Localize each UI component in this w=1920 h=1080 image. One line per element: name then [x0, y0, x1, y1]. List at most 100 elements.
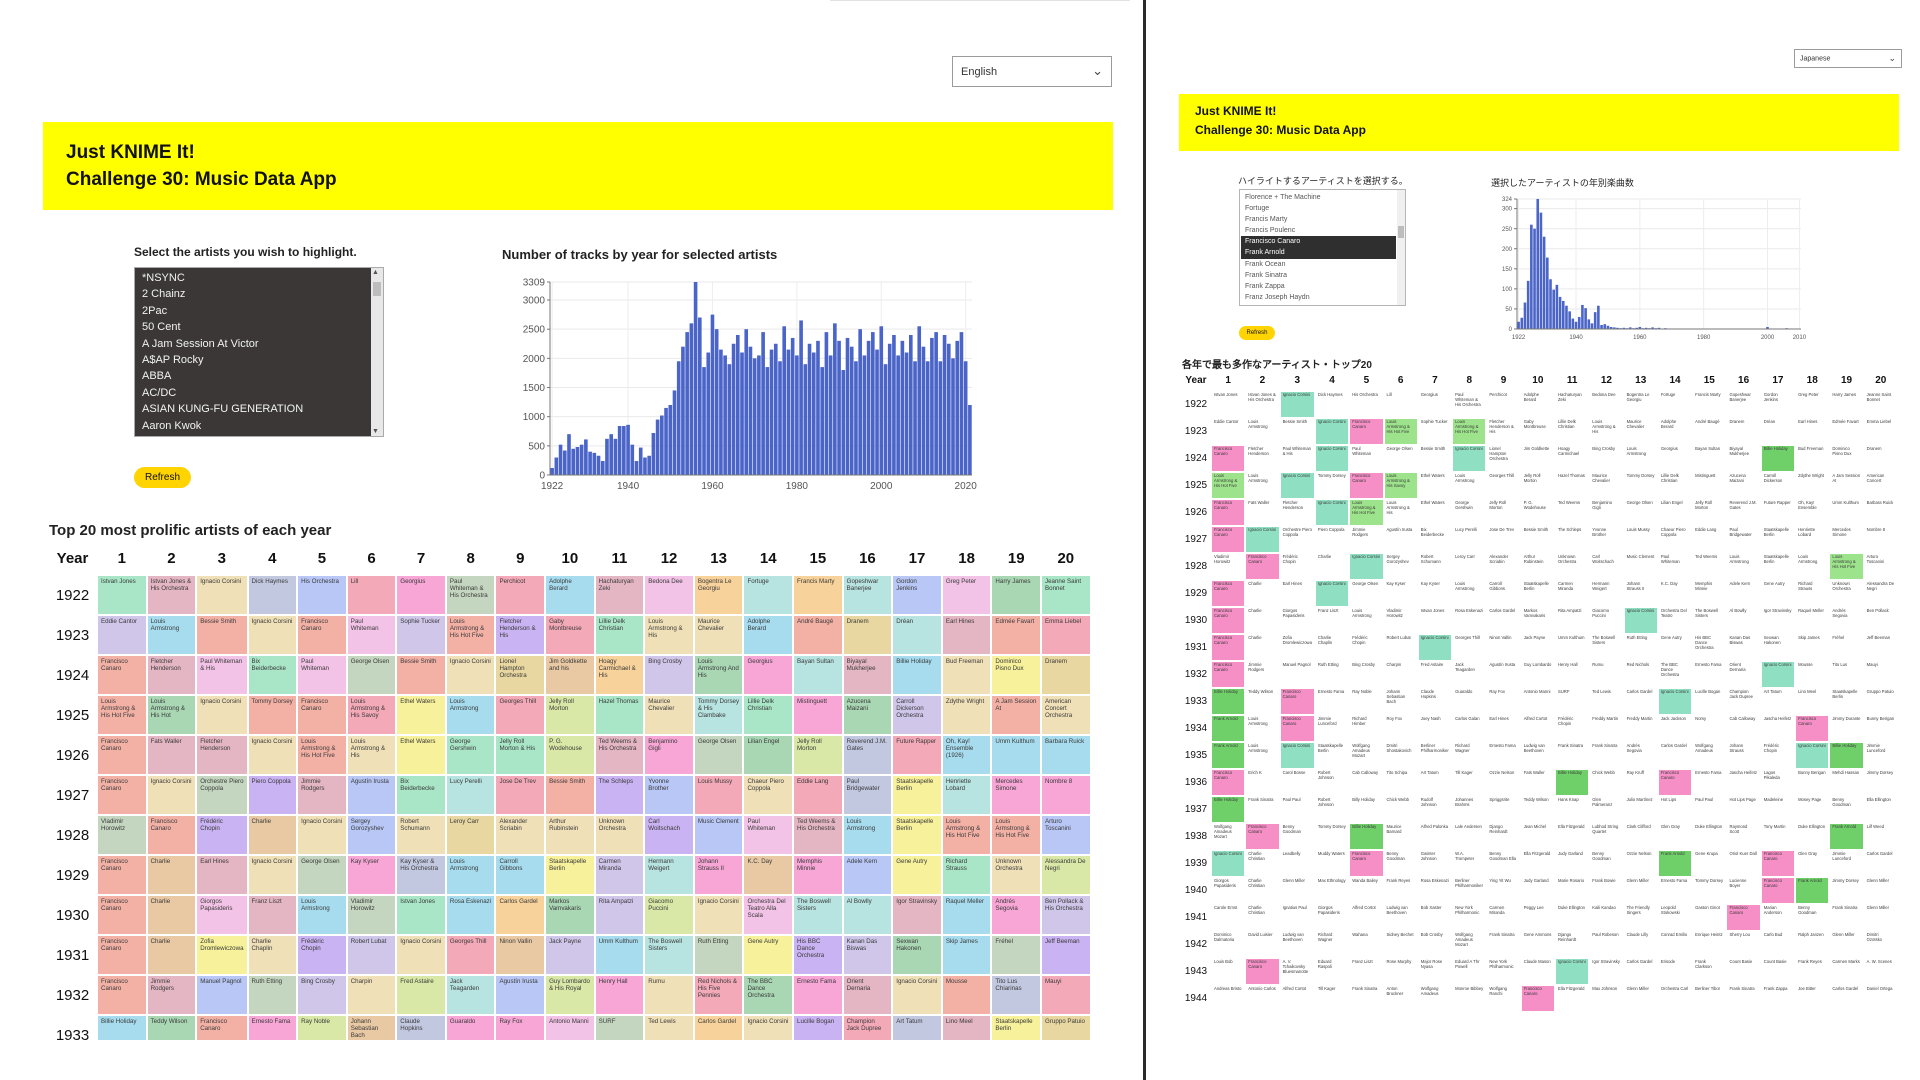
artist-option[interactable]: 50 Cent — [142, 321, 181, 334]
rank-header: 10 — [1521, 370, 1554, 390]
artist-cell: Umm Kulthum — [1555, 635, 1589, 660]
artist-cell: Louis Armstrong & His Hot Five — [1453, 419, 1486, 444]
artist-option[interactable]: A$AP Rocky — [142, 353, 204, 366]
year-cell: 1923 — [1182, 419, 1210, 444]
artist-option[interactable]: Frank Zappa — [1245, 282, 1285, 290]
scrollbar-thumb[interactable] — [373, 282, 381, 296]
artist-cell: Tito Schipa — [1384, 770, 1417, 795]
year-cell: 1934 — [1182, 716, 1210, 741]
artist-cell: Benny Goodman Ella — [1487, 851, 1520, 876]
artist-cell: Jean Michel — [1521, 824, 1554, 849]
artist-cell: Duke Ellington — [1693, 824, 1726, 849]
artist-option[interactable]: ASIAN KUNG-FU GENERATION — [142, 403, 304, 416]
artist-option[interactable]: Francis Marty — [1245, 216, 1288, 224]
artist-cell: Piero Coppola — [248, 776, 297, 814]
artist-cell: Carlo Bud — [1761, 932, 1795, 957]
bar-2004 — [896, 355, 900, 475]
artist-cell: Glen Palmeranz — [1590, 797, 1623, 822]
listbox-scrollbar[interactable]: ▼ ▲ — [371, 268, 383, 436]
artist-cell: Jascha Heifetz — [1761, 716, 1795, 741]
artist-option[interactable]: *NSYNC — [142, 272, 185, 284]
artist-listbox[interactable]: *NSYNC 2 Chainz 2Pac 50 Cent A Jam Session A… — [134, 267, 384, 437]
artist-option[interactable]: Florence + The Machine — [1245, 194, 1321, 201]
listbox-scrollbar-ja[interactable] — [1397, 190, 1405, 305]
artist-cell: Roy Fox — [1384, 716, 1417, 741]
refresh-button[interactable]: Refresh — [134, 467, 191, 488]
artist-cell: Francisco Canaro — [1761, 851, 1795, 876]
artist-cell: Paul Bridgewater — [843, 776, 892, 814]
artist-cell: Hermann Weigert — [1590, 581, 1623, 606]
artist-cell: Frank Sinatra — [1246, 797, 1279, 822]
artist-option[interactable]: Francis Poulenc — [1245, 227, 1296, 235]
rank-header: 7 — [397, 542, 445, 574]
scroll-down-icon[interactable]: ▼ — [372, 428, 379, 435]
artist-option[interactable]: Frank Sinatra — [1245, 271, 1288, 279]
artist-cell: Ignacio Corsini — [248, 856, 297, 894]
artist-cell: Fats Waller — [1246, 500, 1279, 525]
artist-cell: Lubhod String Quartet — [1590, 824, 1623, 849]
english-panel: English ⌄ Just KNIME It! Challenge 30: M… — [43, 0, 1130, 1040]
artist-cell: Ella Fitzgerald — [1555, 986, 1589, 1011]
panel-divider — [1143, 0, 1146, 1080]
artist-cell: Wolfgang Amadeus Mozart — [1212, 824, 1245, 849]
artist-option[interactable]: Franz Joseph Haydn — [1245, 293, 1310, 301]
year-cell: 1942 — [1182, 932, 1210, 957]
artist-cell: Chick Webb — [1590, 770, 1623, 795]
scroll-up-icon[interactable]: ▲ — [372, 269, 379, 276]
artist-option[interactable]: Frank Arnold — [1241, 247, 1396, 259]
bar-2003 — [892, 335, 896, 475]
artist-cell: Champion Jack Dupree — [843, 1016, 892, 1040]
artist-option[interactable]: Fortuge — [1245, 205, 1270, 213]
artist-cell: Francisco Canaro — [1246, 824, 1279, 849]
artist-cell: Johann Strauss II — [1624, 581, 1657, 606]
bar-1972 — [761, 332, 765, 475]
artist-cell: Louis Armstrong & His Hot Five — [298, 736, 346, 774]
artist-option[interactable]: Francisco Canaro — [1241, 236, 1396, 248]
bar-1979 — [790, 337, 795, 475]
artist-cell: Frank Arnold — [1830, 824, 1863, 849]
artist-cell: Ernesto Fama — [794, 976, 842, 1014]
artist-option[interactable]: ABBA — [142, 370, 172, 383]
artist-listbox-ja[interactable]: Florence + The Machine Fortuge Francis Mar… — [1239, 189, 1406, 306]
artist-option[interactable]: Aaron Kwok — [142, 419, 202, 432]
artist-cell: Francisco Canaro — [1280, 689, 1314, 714]
table-row: 1925 Louis Armstrong & His Hot Five Louis … — [49, 696, 1090, 734]
language-select[interactable]: English ⌄ — [952, 56, 1112, 87]
artist-cell: Future Rapper — [893, 736, 941, 774]
artist-cell: Greg Peter — [942, 576, 991, 614]
artist-cell: Francisco Canaro — [1350, 851, 1383, 876]
artist-cell: Ignacio Corsini — [197, 576, 247, 614]
scrollbar-thumb-ja[interactable] — [1398, 226, 1404, 238]
artist-cell: Earl Hines — [1487, 716, 1520, 741]
bar-1969 — [748, 346, 753, 475]
artist-cell: Edmée Favart — [1830, 419, 1863, 444]
artist-cell: Fats Waller — [1521, 770, 1554, 795]
artist-cell: Eduard Raspoli — [1315, 959, 1349, 984]
artist-cell: Ignacio Corsini — [1761, 662, 1795, 687]
artist-cell: Nombre 8 — [1864, 527, 1897, 552]
artist-option[interactable]: 2 Chainz — [142, 288, 186, 301]
artist-cell: Richard Wagner — [1315, 932, 1349, 957]
artist-option[interactable]: 2Pac — [142, 304, 168, 317]
artist-cell: Benny Goodman — [1796, 905, 1829, 930]
artist-cell: Billie Holiday — [1555, 770, 1589, 795]
artist-cell: Francisco Canaro — [298, 616, 346, 654]
artist-cell: Kay Kyser — [347, 856, 396, 894]
artist-option[interactable]: Frank Ocean — [1245, 260, 1286, 268]
bar-1931 — [1546, 257, 1549, 329]
y-tick-label: 2500 — [523, 325, 546, 336]
refresh-button-ja[interactable]: Refresh — [1239, 326, 1275, 340]
artist-cell: Ignacio Corsini — [1315, 581, 1349, 606]
artist-cell: Umm Kulthum — [992, 736, 1040, 774]
artist-option[interactable]: A Jam Session At Victor — [142, 337, 259, 350]
artist-cell: Paul Whiteman — [298, 656, 346, 694]
artist-cell: Ethel Waters — [1418, 500, 1452, 525]
artist-cell: Orient Dernaria — [843, 976, 892, 1014]
artist-cell: Joe Bitter — [1796, 986, 1829, 1011]
rank-header: 5 — [1350, 370, 1383, 390]
artist-option[interactable]: AC/DC — [142, 386, 177, 399]
language-select-ja[interactable]: Japanese ⌄ — [1794, 49, 1902, 68]
rank-header: 19 — [992, 542, 1040, 574]
bar-1985 — [816, 340, 820, 475]
bar-1964 — [727, 364, 732, 475]
